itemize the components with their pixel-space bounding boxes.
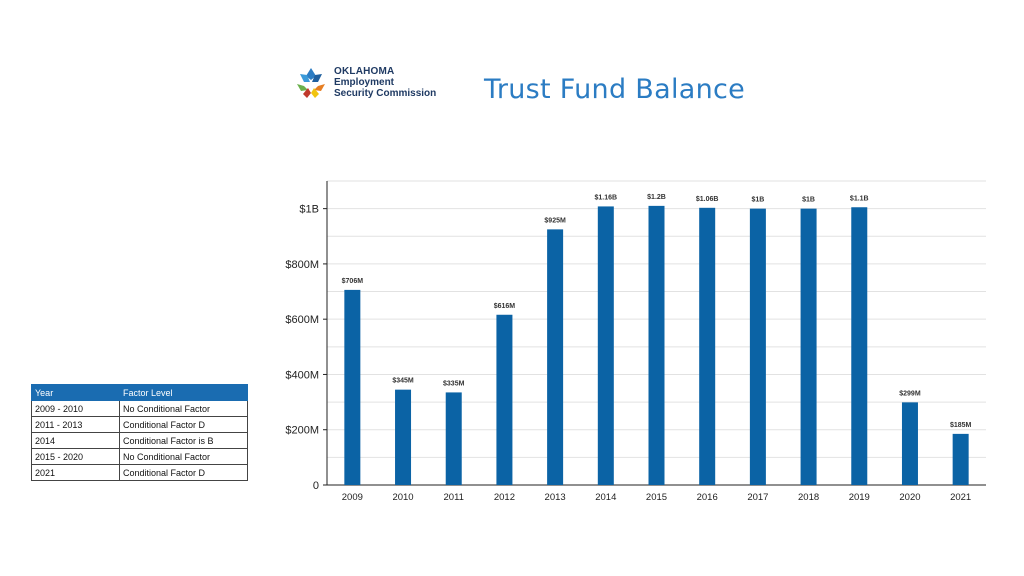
x-tick-label: 2015 bbox=[646, 492, 667, 503]
table-cell-factor: Conditional Factor D bbox=[119, 464, 248, 481]
data-label: $1B bbox=[802, 197, 815, 204]
logo-line-commission: Security Commission bbox=[334, 88, 437, 99]
data-label: $345M bbox=[392, 378, 414, 385]
data-label: $1.2B bbox=[647, 194, 666, 201]
logo-line-employment: Employment bbox=[334, 77, 395, 88]
x-tick-label: 2017 bbox=[747, 492, 768, 503]
y-tick-label: $400M bbox=[285, 369, 319, 381]
bar bbox=[395, 389, 412, 485]
x-tick-label: 2011 bbox=[444, 492, 464, 503]
data-label: $1.16B bbox=[595, 194, 618, 201]
data-label: $1B bbox=[751, 197, 764, 204]
x-tick-label: 2009 bbox=[342, 492, 363, 503]
x-tick-label: 2020 bbox=[899, 492, 920, 503]
oesc-logo-mark-icon bbox=[297, 68, 325, 98]
logo-line-oklahoma: OKLAHOMA bbox=[334, 66, 395, 77]
table-row: 2014 Conditional Factor is B bbox=[31, 432, 248, 449]
x-tick-label: 2019 bbox=[849, 492, 870, 503]
x-tick-label: 2021 bbox=[950, 492, 971, 503]
bar bbox=[445, 392, 462, 485]
table-row: 2021 Conditional Factor D bbox=[31, 464, 248, 481]
bar bbox=[952, 433, 969, 485]
bar bbox=[344, 289, 361, 485]
x-tick-label: 2018 bbox=[798, 492, 819, 503]
x-tick-label: 2012 bbox=[494, 492, 515, 503]
bar bbox=[597, 206, 614, 485]
y-tick-label: $200M bbox=[285, 425, 319, 437]
page-title: Trust Fund Balance bbox=[484, 74, 746, 105]
bar bbox=[699, 207, 716, 486]
oesc-logo: OKLAHOMA Employment Security Commission bbox=[292, 64, 452, 104]
y-tick-label: 0 bbox=[313, 480, 319, 492]
bar bbox=[547, 229, 564, 485]
table-row: 2009 - 2010 No Conditional Factor bbox=[31, 400, 248, 417]
bar bbox=[749, 208, 766, 486]
data-label: $185M bbox=[950, 422, 972, 429]
column-header-factor-level: Factor Level bbox=[119, 384, 248, 401]
data-label: $1.06B bbox=[696, 196, 719, 203]
data-label: $299M bbox=[899, 390, 921, 397]
x-tick-label: 2014 bbox=[595, 492, 616, 503]
data-label: $616M bbox=[494, 303, 516, 310]
factor-level-table: Year Factor Level 2009 - 2010 No Conditi… bbox=[31, 384, 248, 481]
y-tick-label: $800M bbox=[285, 259, 319, 271]
data-label: $335M bbox=[443, 380, 465, 387]
bar bbox=[496, 314, 513, 485]
y-tick-label: $600M bbox=[285, 314, 319, 326]
bar bbox=[901, 402, 918, 485]
y-tick-label: $1B bbox=[299, 204, 319, 216]
x-tick-label: 2013 bbox=[545, 492, 566, 503]
data-label: $706M bbox=[342, 278, 364, 285]
data-label: $1.1B bbox=[850, 195, 869, 202]
x-tick-label: 2016 bbox=[697, 492, 718, 503]
data-label: $925M bbox=[544, 217, 566, 224]
bar bbox=[851, 207, 868, 485]
table-cell-year: 2021 bbox=[31, 464, 120, 481]
table-header-row: Year Factor Level bbox=[31, 384, 248, 401]
bar bbox=[800, 208, 817, 486]
x-tick-label: 2010 bbox=[392, 492, 413, 503]
bar bbox=[648, 205, 665, 485]
